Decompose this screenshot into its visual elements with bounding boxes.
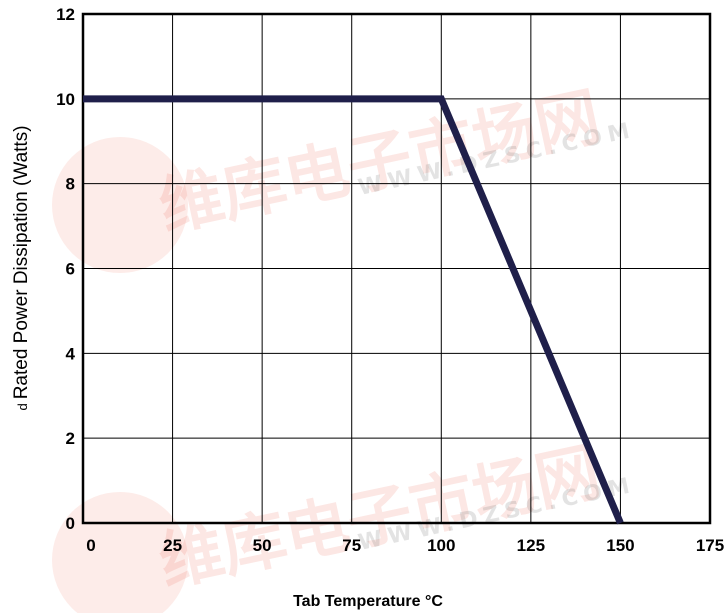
x-tick-label: 25 bbox=[163, 536, 182, 555]
y-tick-label: 2 bbox=[66, 429, 75, 448]
x-tick-label: 125 bbox=[517, 536, 545, 555]
x-tick-label: 50 bbox=[253, 536, 272, 555]
x-tick-label: 150 bbox=[606, 536, 634, 555]
x-axis-label: Tab Temperature °C bbox=[293, 593, 443, 610]
x-tick-label: 0 bbox=[86, 536, 95, 555]
y-tick-label: 4 bbox=[66, 344, 76, 363]
y-axis-label-prefix: d bbox=[15, 403, 30, 410]
grid-lines bbox=[83, 14, 710, 523]
y-tick-labels: 0 2 4 6 8 10 12 bbox=[56, 5, 75, 533]
y-tick-label: 8 bbox=[66, 175, 75, 194]
plot-frame bbox=[81, 12, 712, 525]
x-tick-label: 75 bbox=[342, 536, 361, 555]
y-tick-label: 10 bbox=[56, 90, 75, 109]
y-axis-label-text: Rated Power Dissipation (Watts) bbox=[11, 125, 32, 399]
y-axis-label: d Rated Power Dissipation (Watts) bbox=[11, 125, 32, 410]
y-axis-label-group: d Rated Power Dissipation (Watts) bbox=[11, 125, 32, 410]
data-series bbox=[82, 95, 624, 525]
watermark-logo-icon bbox=[52, 137, 188, 273]
watermark: 维库电子市场网 WWW.DZSC.COM 维库电子市场网 WWW.DZSC.CO… bbox=[52, 80, 638, 613]
y-tick-label: 6 bbox=[66, 260, 75, 279]
y-tick-label: 12 bbox=[56, 5, 75, 24]
x-tick-label: 175 bbox=[696, 536, 724, 555]
x-tick-labels: 0 25 50 75 100 125 150 175 bbox=[86, 536, 724, 555]
y-tick-label: 0 bbox=[66, 514, 75, 533]
x-tick-label: 100 bbox=[427, 536, 455, 555]
